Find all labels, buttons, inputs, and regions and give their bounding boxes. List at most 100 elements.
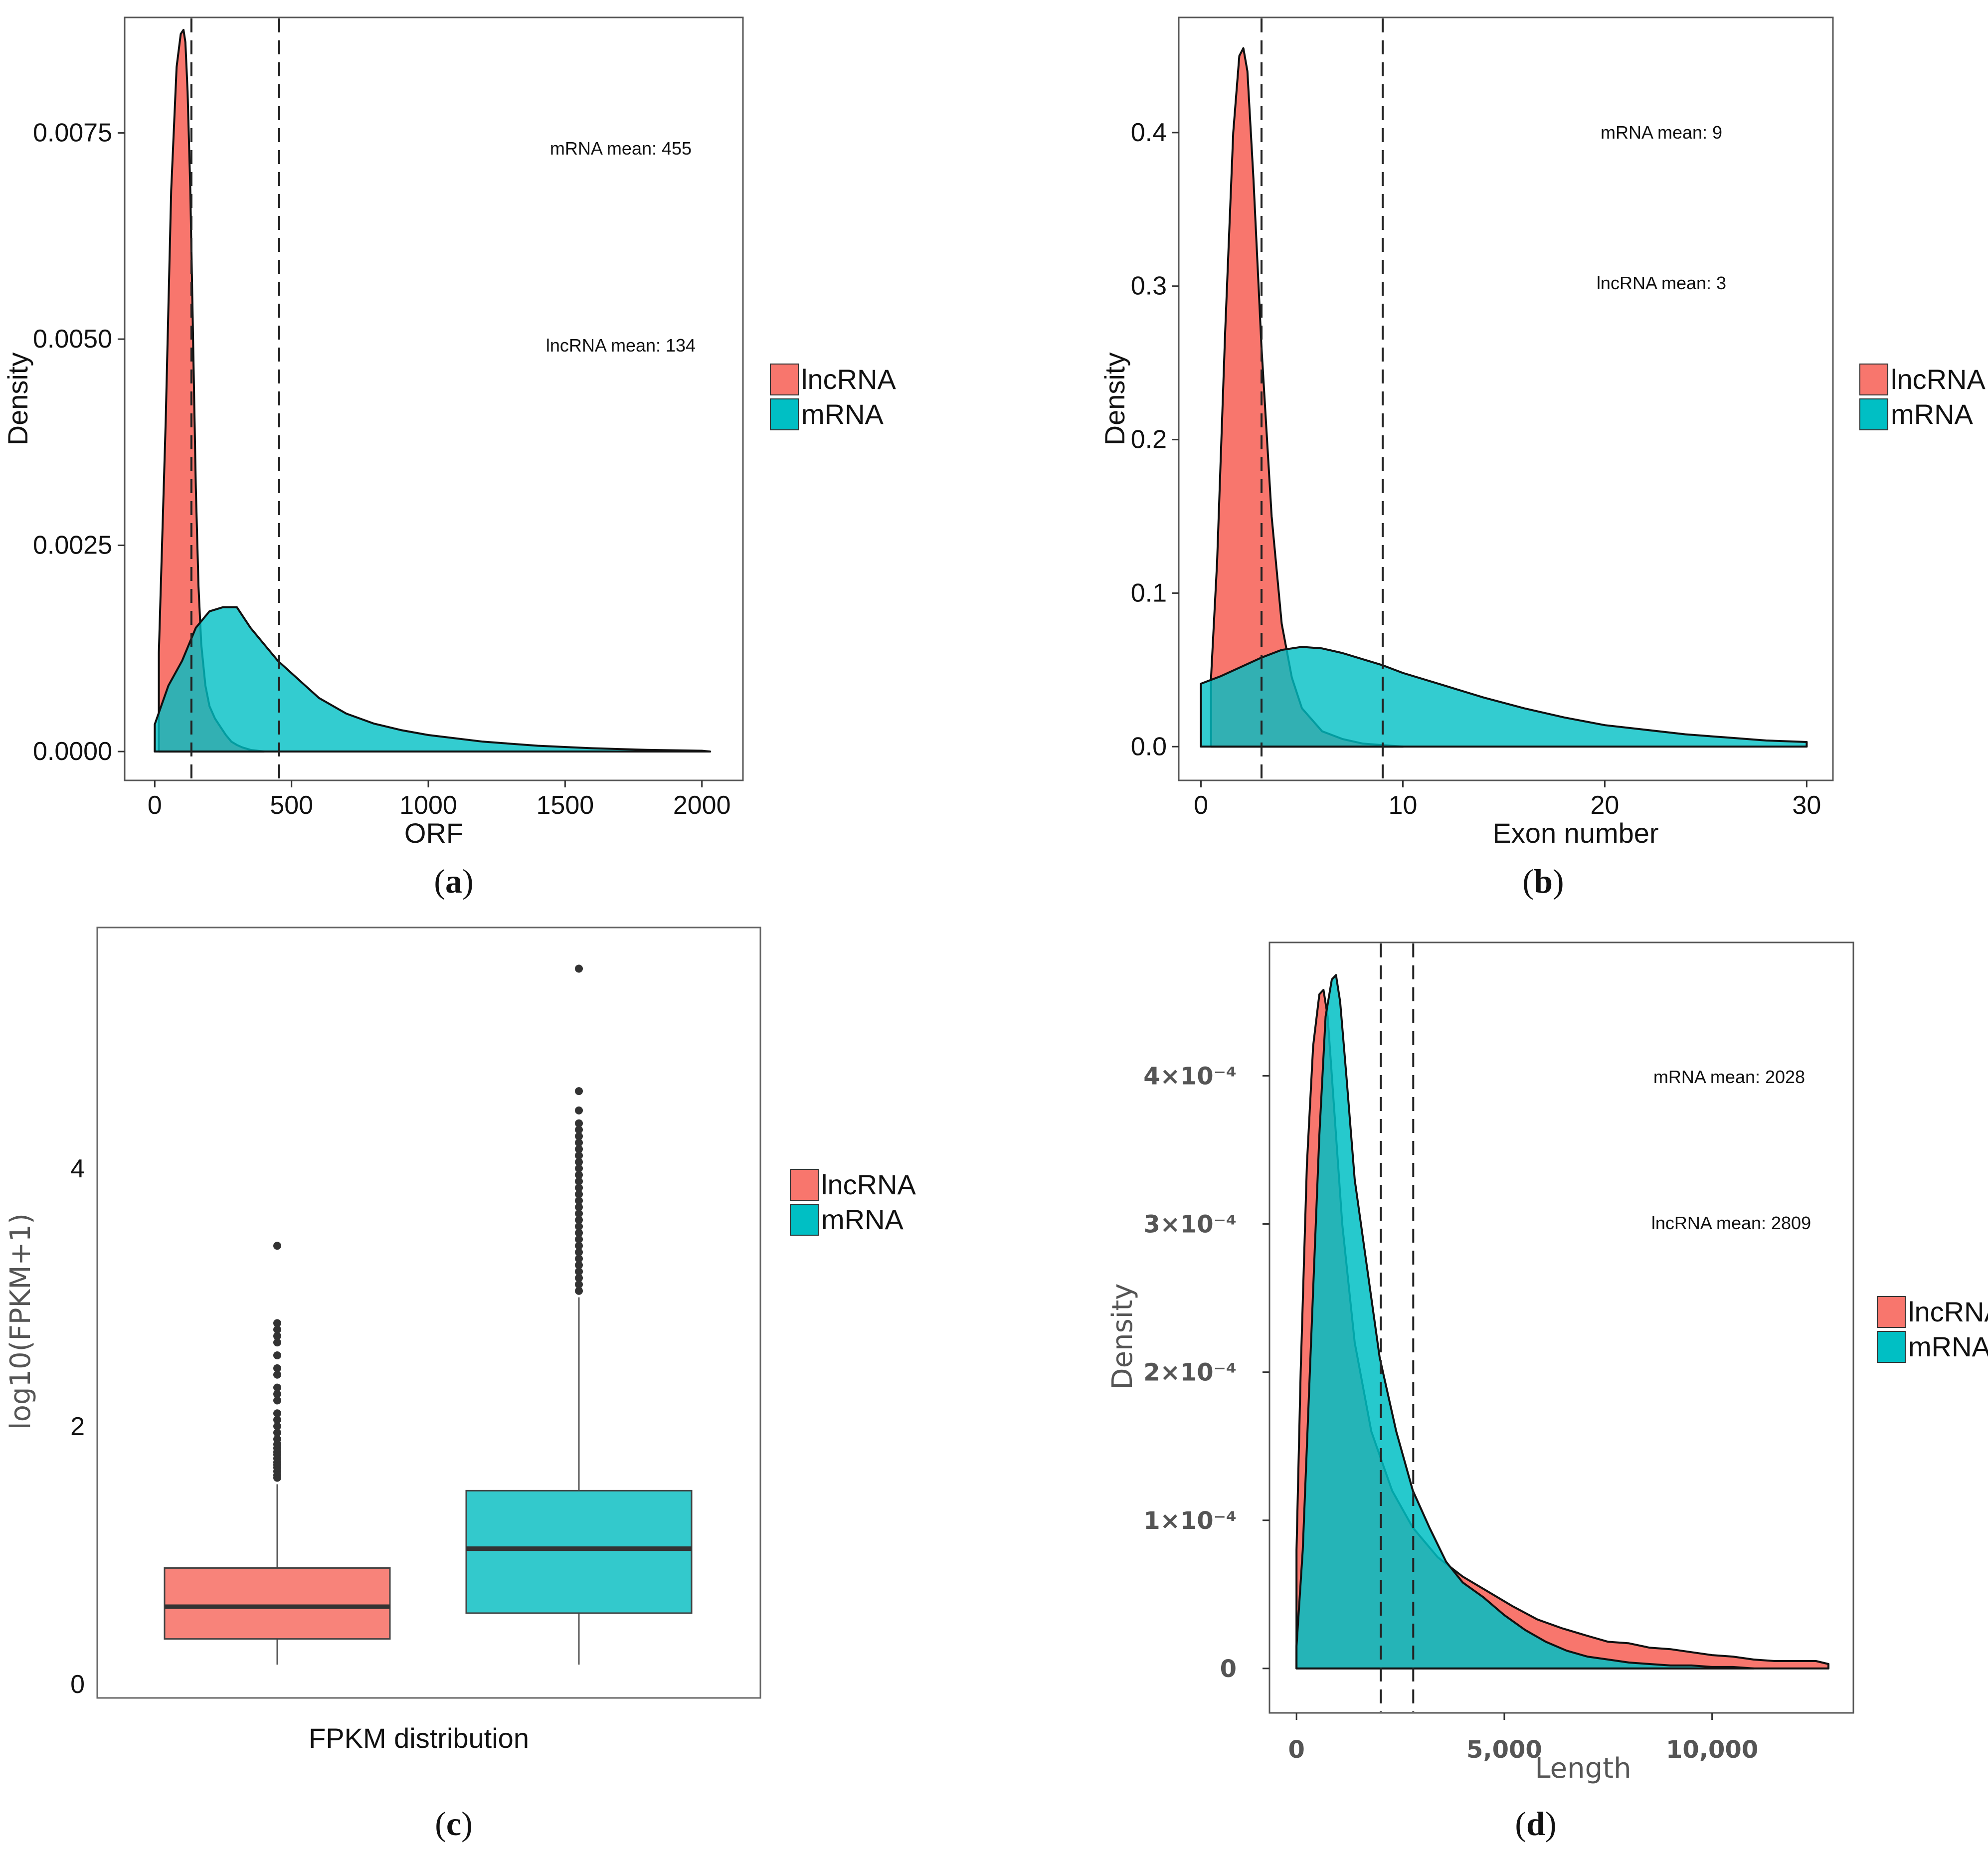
y-tick-label: 4 [70,1154,85,1183]
y-tick-label: 0 [70,1670,85,1699]
outlier-point [575,964,583,973]
outlier-point [575,1106,583,1115]
box [164,1567,391,1640]
density-area-lncrna [1210,47,1404,748]
outlier-point [273,1429,281,1437]
density-area-mrna [1200,646,1808,748]
mean-annotation-2: lncRNA mean: 134 [546,335,696,356]
legend-swatch-lncrna [1877,1296,1906,1328]
mean-annotation-2: lncRNA mean: 2809 [1651,1213,1811,1233]
mean-annotation-2: lncRNA mean: 3 [1597,273,1726,293]
y-axis-label: Density [1099,353,1130,446]
y-tick-label: 4×10⁻⁴ [1143,1062,1237,1090]
legend-swatch-lncrna [1859,364,1888,395]
outlier-point [575,1087,583,1096]
outlier-point [575,1274,583,1282]
outlier-point [273,1435,281,1443]
outlier-point [575,1164,583,1173]
outlier-point [273,1319,281,1327]
outlier-point [575,1138,583,1147]
panel-a: mRNA mean: 455 lncRNA mean: 134 0.0000 0.00… [2,16,744,849]
outlier-point [273,1242,281,1250]
outlier-point [575,1132,583,1140]
x-tick-label: 1500 [537,791,594,820]
y-tick-label: 0.0025 [33,531,112,560]
outlier-point [575,1242,583,1250]
x-tick-label: 10 [1389,791,1418,820]
legend-swatch-mrna [770,398,799,430]
outlier-point [273,1364,281,1372]
y-axis-label: Density [2,353,33,446]
x-tick-label: 500 [270,791,313,820]
outlier-point [575,1235,583,1244]
outlier-point [575,1183,583,1192]
boxplot-lncrna [164,1242,391,1665]
outlier-point [575,1287,583,1295]
y-tick-label: 0.0000 [33,737,112,766]
y-tick-label: 3×10⁻⁴ [1143,1211,1237,1239]
outlier-point [273,1383,281,1392]
legend-label-lncrna: lncRNA [821,1169,916,1200]
outlier-point [575,1145,583,1153]
density-area-mrna [154,606,712,753]
y-axis-label: Density [1106,1284,1139,1390]
y-tick-label: 2×10⁻⁴ [1143,1359,1237,1387]
legend-label-lncrna: lncRNA [1891,364,1986,395]
outlier-point [575,1190,583,1198]
panel-caption: (d) [1515,1805,1556,1843]
outlier-point [273,1396,281,1405]
outlier-point [575,1222,583,1231]
x-axis-label: FPKM distribution [309,1722,529,1754]
legend-label-mrna: mRNA [1908,1331,1988,1362]
y-tick-label: 0.0 [1131,732,1167,761]
box [465,1489,693,1614]
outlier-point [273,1325,281,1334]
x-axis-label: Length [1535,1752,1631,1785]
outlier-point [273,1390,281,1398]
legend-label-mrna: mRNA [821,1204,904,1235]
panel-d: mRNA mean: 2028 lncRNA mean: 2809 0 1×10⁻⁴ 2… [1106,941,1854,1785]
y-tick-label: 0.0050 [33,325,112,354]
plot-frame [1268,941,1854,1714]
outlier-point [575,1267,583,1276]
outlier-point [575,1196,583,1205]
legend-swatch-mrna [1877,1331,1906,1363]
x-axis-label: ORF [404,817,463,849]
outlier-point [575,1280,583,1289]
panel-c: 0 2 4 FPKM distribution log10(FPKM+1) [4,927,761,1754]
panel-b: mRNA mean: 9 lncRNA mean: 3 0.0 0.1 0.2 0.3 0.… [1099,16,1834,849]
x-tick-label: 5,000 [1466,1736,1542,1764]
y-tick-label: 1×10⁻⁴ [1143,1507,1237,1535]
boxplot-mrna [465,964,693,1665]
outlier-point [273,1332,281,1340]
plot-frame [1178,16,1834,781]
y-tick-label: 0.4 [1131,118,1167,147]
panel-caption: (a) [434,862,473,900]
outlier-point [273,1409,281,1418]
outlier-point [273,1338,281,1347]
y-tick-label: 2 [70,1412,85,1441]
legend-swatch-lncrna [770,364,799,395]
outlier-point [575,1216,583,1224]
plot-frame [124,16,744,781]
outlier-point [273,1422,281,1431]
outlier-point [575,1125,583,1134]
y-tick-label: 0.2 [1131,425,1167,454]
legend-label-mrna: mRNA [801,398,884,430]
outlier-point [575,1177,583,1186]
x-tick-label: 2000 [673,791,731,820]
legend-label-lncrna: lncRNA [801,364,896,395]
panel-caption: (b) [1522,862,1564,900]
plot-frame [96,927,761,1699]
x-tick-label: 0 [1194,791,1208,820]
outlier-point [575,1248,583,1257]
x-tick-label: 30 [1792,791,1821,820]
outlier-point [575,1209,583,1218]
legend: lncRNA mRNA [790,1169,916,1236]
mean-annotation-1: mRNA mean: 2028 [1653,1067,1805,1087]
legend-swatch-lncrna [790,1169,819,1201]
outlier-point [575,1171,583,1179]
